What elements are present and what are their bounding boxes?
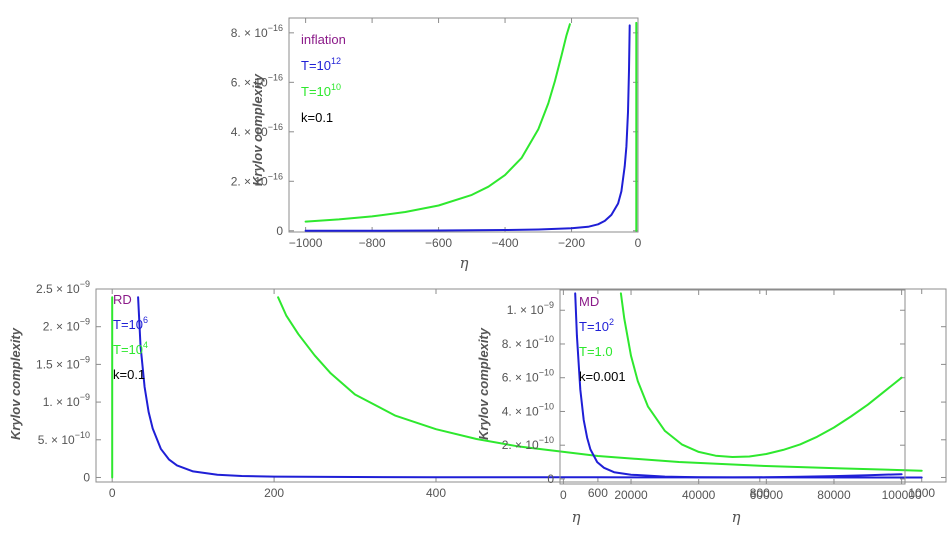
x-tick-label: −600 — [425, 236, 452, 250]
legend-entry: MD — [579, 294, 599, 309]
x-tick-label: 0 — [109, 486, 116, 500]
legend-entry: inflation — [301, 32, 346, 47]
x-tick-label: −1000 — [289, 236, 323, 250]
y-tick-label: 2. × 10−10 — [502, 435, 554, 452]
x-tick-label: 60000 — [750, 488, 784, 502]
plot-frame — [95, 288, 947, 483]
y-tick-label: 0 — [276, 224, 283, 238]
x-tick-label: 0 — [560, 488, 567, 502]
plot-frame — [288, 17, 639, 233]
x-tick-label: 40000 — [682, 488, 716, 502]
legend-entry: T=102 — [579, 317, 614, 334]
legend-entry: T=1.0 — [579, 344, 613, 359]
legend-entry: T=106 — [113, 315, 148, 332]
x-axis-label: η — [732, 508, 741, 526]
legend-entry: T=1012 — [301, 56, 341, 73]
series-line — [137, 296, 923, 479]
md-panel: 0 20000 40000 60000 80000 100000 0 2. × 10−10 4.… — [476, 289, 922, 526]
series-line — [304, 24, 631, 232]
y-tick-label: 2.5 × 10−9 — [36, 279, 90, 296]
x-tick-label: −800 — [359, 236, 386, 250]
x-tick-label: 1000 — [908, 486, 935, 500]
rd-panel: 0 200 400 600 800 1000 0 5. × 10−10 1. × 10−9 1.5… — [8, 279, 947, 526]
x-tick-label: 0 — [635, 236, 642, 250]
series-line — [277, 296, 923, 472]
plot-frame — [559, 289, 906, 485]
x-tick-label: 80000 — [817, 488, 851, 502]
y-tick-label: 1. × 10−9 — [43, 392, 90, 409]
y-tick-label: 6. × 10−10 — [502, 368, 554, 385]
y-tick-label: 4. × 10−16 — [231, 122, 283, 139]
series-line — [304, 23, 571, 223]
y-tick-label: 4. × 10−10 — [502, 401, 554, 418]
legend-entry: k=0.1 — [113, 367, 145, 382]
x-tick-label: 800 — [750, 486, 770, 500]
y-tick-label: 5. × 10−10 — [38, 430, 90, 447]
y-tick-label: 6. × 10−16 — [231, 72, 283, 89]
x-axis-label: η — [460, 254, 469, 272]
x-tick-label: 20000 — [614, 488, 648, 502]
y-tick-label: 8. × 10−10 — [502, 334, 554, 351]
y-axis-label: Krylov complexity — [250, 73, 265, 186]
series-line — [574, 292, 903, 479]
legend-entry: T=1010 — [301, 82, 341, 99]
x-tick-label: −200 — [558, 236, 585, 250]
series-line — [619, 292, 903, 458]
x-tick-label: 400 — [426, 486, 446, 500]
y-tick-label: 1.5 × 10−9 — [36, 354, 90, 371]
y-tick-label: 8. × 10−16 — [231, 23, 283, 40]
x-axis-label: η — [572, 508, 581, 526]
y-tick-label: 0 — [83, 470, 90, 484]
y-tick-label: 2. × 10−16 — [231, 171, 283, 188]
x-tick-label: 100000 — [882, 488, 922, 502]
y-tick-label: 0 — [547, 472, 554, 486]
y-tick-label: 2. × 10−9 — [43, 317, 90, 334]
legend-entry: RD — [113, 292, 132, 307]
legend-entry: k=0.1 — [301, 110, 333, 125]
legend-entry: T=104 — [113, 340, 148, 357]
legend-entry: k=0.001 — [579, 369, 626, 384]
y-tick-label: 1. × 10−9 — [507, 300, 554, 317]
x-tick-label: 600 — [588, 486, 608, 500]
y-axis-label: Krylov complexity — [476, 327, 491, 440]
inflation-panel: −1000 −800 −600 −400 −200 0 0 2. × 10−16 4. × 10… — [231, 17, 642, 272]
y-axis-label: Krylov complexity — [8, 327, 23, 440]
x-tick-label: −400 — [492, 236, 519, 250]
x-tick-label: 200 — [264, 486, 284, 500]
